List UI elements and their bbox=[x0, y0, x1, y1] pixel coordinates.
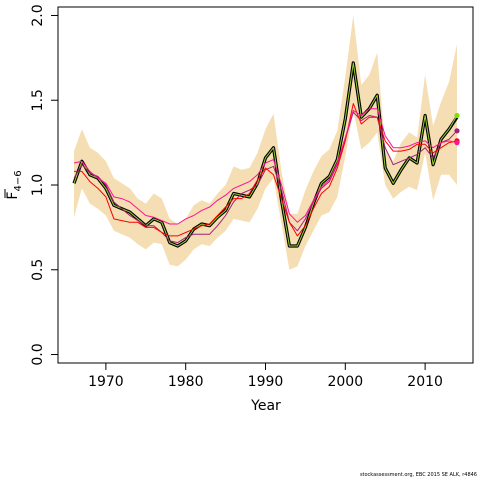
y-tick-label: 1.0 bbox=[30, 174, 46, 196]
series-end-point-5 bbox=[454, 140, 460, 146]
x-axis-title: Year bbox=[250, 398, 281, 414]
series-lines-layer bbox=[72, 61, 459, 248]
x-tick-label: 2010 bbox=[407, 374, 443, 390]
y-tick-label: 0.0 bbox=[30, 343, 46, 365]
end-markers-layer bbox=[454, 112, 460, 146]
x-tick-label: 1970 bbox=[88, 374, 124, 390]
series-line-5 bbox=[73, 108, 458, 225]
series-end-point-2 bbox=[454, 112, 460, 119]
y-axis-title-main: F bbox=[5, 192, 21, 200]
y-axis-title-subscript: 4−6 bbox=[13, 170, 24, 191]
x-axis: 1970 1980 1990 2000 2010 bbox=[88, 362, 443, 390]
y-axis-title-group: F4−6 bbox=[4, 170, 24, 200]
series-line-4 bbox=[74, 103, 458, 237]
x-tick-label: 1980 bbox=[168, 374, 204, 390]
series-line-2 bbox=[73, 62, 458, 247]
series-line-3 bbox=[73, 111, 458, 244]
series-end-point-3 bbox=[454, 128, 460, 134]
y-axis-title: F4−6 bbox=[5, 170, 24, 199]
y-axis: 0.0 0.5 1.0 1.5 2.0 bbox=[30, 4, 59, 366]
y-tick-label: 1.5 bbox=[30, 89, 46, 111]
footer-credit: stockassessment.org, EBC 2015 SE ALK, r4… bbox=[359, 472, 477, 478]
x-tick-label: 1990 bbox=[248, 374, 284, 390]
x-tick-label: 2000 bbox=[327, 374, 363, 390]
y-tick-label: 2.0 bbox=[30, 4, 46, 26]
confidence-band-layer bbox=[74, 15, 457, 270]
confidence-band bbox=[74, 15, 457, 270]
y-tick-label: 0.5 bbox=[30, 259, 46, 281]
